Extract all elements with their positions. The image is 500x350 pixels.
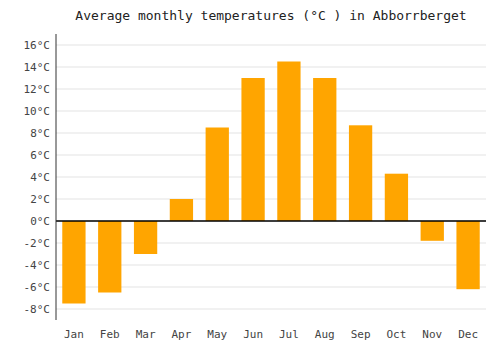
x-tick-label: Sep xyxy=(351,328,371,341)
y-tick-label: 4°C xyxy=(30,171,50,184)
y-tick-label: -2°C xyxy=(24,237,51,250)
bars xyxy=(62,62,479,304)
bar xyxy=(385,174,408,221)
bar xyxy=(170,199,193,221)
bar xyxy=(277,62,300,222)
grid-line xyxy=(56,111,486,112)
grid-line xyxy=(56,45,486,46)
y-tick-label: 2°C xyxy=(30,193,50,206)
x-tick-label: Jul xyxy=(279,328,299,341)
grid-line xyxy=(56,199,486,200)
x-tick-label: Apr xyxy=(171,328,191,341)
grid-line xyxy=(56,133,486,134)
x-tick-label: May xyxy=(207,328,227,341)
x-tick-label: Feb xyxy=(100,328,120,341)
x-tick-label: Jun xyxy=(243,328,263,341)
x-tick-label: Aug xyxy=(315,328,335,341)
y-axis-line xyxy=(56,34,57,320)
y-tick-label: 16°C xyxy=(24,39,51,52)
bar xyxy=(134,221,157,254)
bar xyxy=(98,221,121,293)
grid-line xyxy=(56,89,486,90)
y-tick-label: 8°C xyxy=(30,127,50,140)
grid xyxy=(56,45,486,309)
x-tick-label: Dec xyxy=(458,328,478,341)
y-tick-label: -4°C xyxy=(24,259,51,272)
x-tick-label: Jan xyxy=(64,328,84,341)
y-tick-label: -6°C xyxy=(24,281,51,294)
x-tick-label: Mar xyxy=(136,328,156,341)
y-tick-label: 10°C xyxy=(24,105,51,118)
y-tick-label: 14°C xyxy=(24,61,51,74)
bar xyxy=(349,125,372,221)
y-tick-label: -8°C xyxy=(24,303,51,316)
bar xyxy=(456,221,479,289)
y-tick-label: 12°C xyxy=(24,83,51,96)
y-tick-label: 6°C xyxy=(30,149,50,162)
grid-line xyxy=(56,177,486,178)
y-tick-label: 0°C xyxy=(30,215,50,228)
chart-container: Average monthly temperatures (°C ) in Ab… xyxy=(0,0,500,350)
bar xyxy=(206,128,229,222)
grid-line xyxy=(56,67,486,68)
grid-line xyxy=(56,309,486,310)
grid-line xyxy=(56,155,486,156)
bar xyxy=(313,78,336,221)
bar xyxy=(421,221,444,241)
x-tick-label: Nov xyxy=(422,328,442,341)
grid-line xyxy=(56,221,486,222)
chart: Average monthly temperatures (°C ) in Ab… xyxy=(0,0,500,350)
bar xyxy=(241,78,264,221)
title: Average monthly temperatures (°C ) in Ab… xyxy=(75,8,466,23)
baseline xyxy=(56,220,486,222)
bar xyxy=(62,221,85,304)
x-tick-label: Oct xyxy=(386,328,406,341)
